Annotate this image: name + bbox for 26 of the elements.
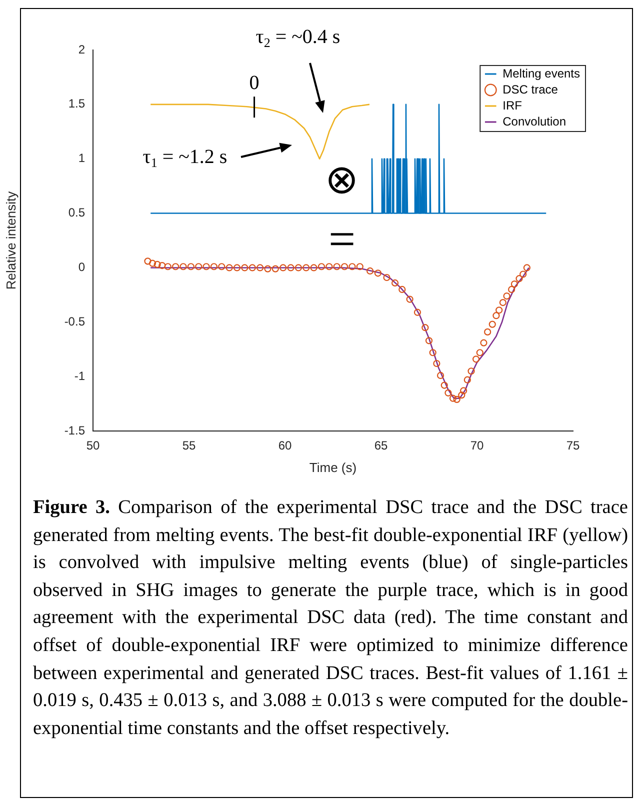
annotation: ⊗ xyxy=(325,157,359,202)
annotation: = xyxy=(328,213,356,266)
x-tick-label: 50 xyxy=(86,438,100,453)
y-axis-title: Relative intensity xyxy=(3,190,18,290)
legend-label: IRF xyxy=(502,98,522,112)
annotation: 0 xyxy=(249,72,260,94)
legend-label: Convolution xyxy=(502,114,566,128)
text: Figure 3. Comparison of the experimental DSC trace and the DSC trace generated from melting events. The best-fit double-exponential IRF (yellow) is convolved with impulsive melting events (blue) of single-particles observed in SHG images to generate the purple trace, which is in good agreement with the experimental DSC data (red). The time constant and offset of double-exponential IRF were optimized to minimize difference between experimental and generated DSC traces. Best-fit values of 1.161 ± 0.019 s, 0.435 ± 0.013 s, and 3.088 ± 0.013 s were computed for the double-exponential time constants and the offset respectively. xyxy=(33,497,628,739)
x-axis-title: Time (s) xyxy=(309,460,357,475)
y-tick-label: -1 xyxy=(74,368,86,383)
x-tick-label: 55 xyxy=(182,438,196,453)
x-tick-label: 75 xyxy=(566,438,580,453)
y-tick-label: -1.5 xyxy=(64,423,86,438)
y-tick-label: 0.5 xyxy=(68,206,86,220)
y-tick-label: 0 xyxy=(78,260,86,274)
y-tick-label: -0.5 xyxy=(64,314,86,328)
legend-label: DSC trace xyxy=(502,82,558,96)
x-tick-label: 65 xyxy=(374,438,388,453)
annotation: τ$_{1}$ = ~1.2 s xyxy=(142,146,228,170)
x-tick-label: 60 xyxy=(278,438,292,453)
y-tick-label: 1 xyxy=(78,151,86,166)
legend-label: Melting events xyxy=(502,66,580,80)
x-tick-label: 70 xyxy=(470,438,484,453)
y-tick-label: 1.5 xyxy=(68,96,86,111)
annotation: τ$_{2}$ = ~0.4 s xyxy=(256,26,340,50)
y-tick-label: 2 xyxy=(78,42,86,56)
